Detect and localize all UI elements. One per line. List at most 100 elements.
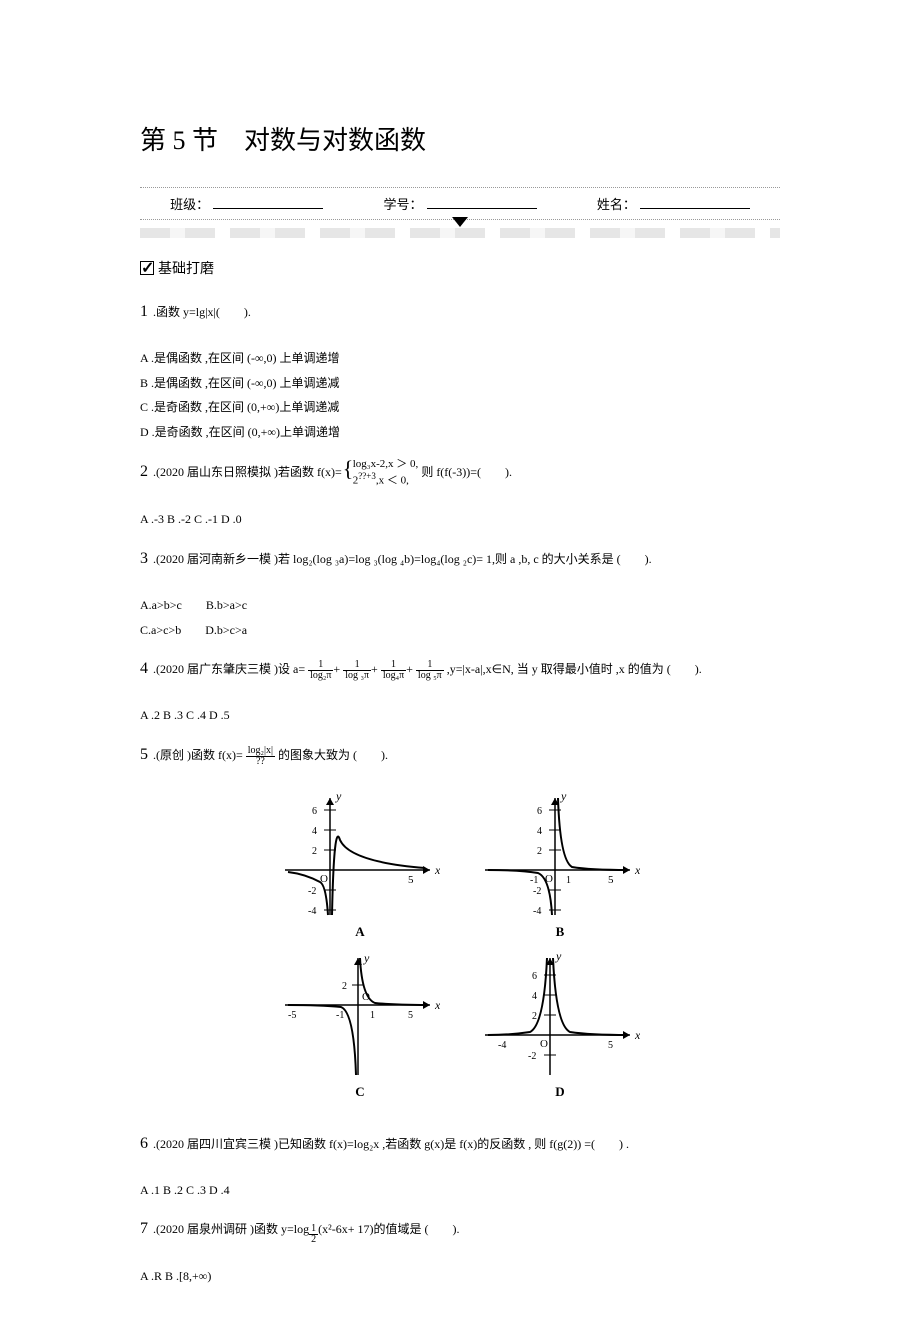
svg-text:-5: -5	[288, 1010, 296, 1021]
svg-text:5: 5	[608, 1040, 613, 1051]
name-label: 姓名：	[597, 194, 636, 213]
q3-options: A.a>b>c B.b>a>c C.a>c>b D.b>c>a	[140, 594, 780, 642]
graph-d-label: D	[480, 1084, 640, 1100]
question-6: 6 .(2020 届四川宜宾三模 )已知函数 f(x)=log₂x ,若函数 g…	[140, 1130, 780, 1159]
q4-mid: ,y=|x-a|,x∈N, 当 y 取得最小值时 ,x 的值为 ( ).	[447, 662, 702, 676]
svg-text:6: 6	[537, 806, 542, 817]
q4-number: 4	[140, 660, 148, 677]
q3-opt-d: D.b>c>a	[205, 623, 247, 637]
graph-b: x y O 5 -1 1 6 4 2 -2 -4	[480, 790, 640, 920]
q1-opt-b: B .是偶函数 ,在区间 (-∞,0) 上单调递减	[140, 372, 780, 395]
svg-text:O: O	[540, 1038, 548, 1050]
q4-frac4: 1log ₅π	[416, 660, 444, 681]
svg-text:y: y	[560, 790, 567, 803]
svg-text:2: 2	[342, 981, 347, 992]
svg-text:-2: -2	[533, 886, 541, 897]
svg-text:5: 5	[608, 874, 614, 886]
svg-text:-1: -1	[530, 875, 538, 886]
svg-text:x: x	[634, 1028, 640, 1042]
question-3: 3 .(2020 届河南新乡一模 )若 log₂(log ₃a)=log ₃(l…	[140, 545, 780, 574]
q6-options: A .1 B .2 C .3 D .4	[140, 1179, 780, 1202]
q5-frac: log₂|x|??	[246, 746, 275, 767]
q3-number: 3	[140, 550, 148, 567]
q3-opt-a: A.a>b>c	[140, 598, 182, 612]
question-1: 1 .函数 y=lg|x|( ).	[140, 298, 780, 327]
svg-text:1: 1	[370, 1010, 375, 1021]
svg-text:-4: -4	[533, 906, 541, 917]
decorative-bar	[140, 228, 780, 238]
q6-text: .(2020 届四川宜宾三模 )已知函数 f(x)=log₂x ,若函数 g(x…	[153, 1137, 629, 1151]
q2-prefix: .(2020 届山东日照模拟 )若函数 f(x)=	[153, 465, 342, 479]
graph-a-label: A	[280, 924, 440, 940]
q3-text: .(2020 届河南新乡一模 )若 log₂(log ₃a)=log ₃(log…	[153, 552, 652, 566]
graph-c-label: C	[280, 1084, 440, 1100]
q6-opts: A .1 B .2 C .3 D .4	[140, 1183, 230, 1197]
svg-text:2: 2	[532, 1011, 537, 1022]
svg-text:5: 5	[408, 874, 414, 886]
q2-piecewise: log₃x-2,x ＞ 0, 2??+3,x ＜ 0,	[345, 458, 419, 488]
section-heading: 基础打磨	[140, 258, 780, 278]
q1-opt-c: C .是奇函数 ,在区间 (0,+∞)上单调递减	[140, 396, 780, 419]
q3-opt-c: C.a>c>b	[140, 623, 181, 637]
svg-text:y: y	[363, 951, 370, 965]
number-label: 学号：	[383, 194, 422, 213]
class-field: 班级：	[170, 194, 323, 213]
svg-text:4: 4	[312, 826, 317, 837]
marker-icon	[452, 217, 468, 227]
graph-d: x y O -4 5 6 4 2 -2	[480, 950, 640, 1080]
q2-number: 2	[140, 463, 148, 480]
q4-frac2: 1log ₃π	[343, 660, 371, 681]
q7-opts: A .R B .[8,+∞)	[140, 1269, 211, 1283]
svg-text:6: 6	[312, 806, 317, 817]
q1-number: 1	[140, 303, 148, 320]
q5-suffix: 的图象大致为 ( ).	[278, 748, 388, 762]
section-label: 基础打磨	[158, 258, 214, 278]
q2-piece1: log₃x-2,x ＞ 0,	[353, 458, 419, 470]
student-info-bar: 班级： 学号： 姓名：	[140, 187, 780, 220]
checkbox-icon	[140, 261, 154, 275]
q2-piece2-exp: ??+3	[358, 471, 376, 481]
svg-text:2: 2	[312, 846, 317, 857]
q2-suffix: 则 f(f(-3))=( ).	[421, 465, 512, 479]
q4-opts: A .2 B .3 C .4 D .5	[140, 708, 230, 722]
class-label: 班级：	[170, 194, 209, 213]
graph-c: x y O -5 -1 1 5 2	[280, 950, 440, 1080]
q7-prefix: .(2020 届泉州调研 )函数 y=log	[153, 1222, 309, 1236]
question-5: 5 .(原创 )函数 f(x)= log₂|x|?? 的图象大致为 ( ).	[140, 741, 780, 770]
svg-text:-2: -2	[308, 886, 316, 897]
svg-text:1: 1	[566, 875, 571, 886]
question-4: 4 .(2020 届广东肇庆三模 )设 a= 1log₂π+ 1log ₃π+ …	[140, 655, 780, 684]
q2-opts: A .-3 B .-2 C .-1 D .0	[140, 512, 242, 526]
svg-text:y: y	[555, 950, 562, 963]
q3-row1: A.a>b>c B.b>a>c	[140, 594, 780, 617]
q7-sub: 12	[309, 1229, 318, 1239]
q1-options: A .是偶函数 ,在区间 (-∞,0) 上单调递增 B .是偶函数 ,在区间 (…	[140, 347, 780, 444]
graph-b-label: B	[480, 924, 640, 940]
svg-text:5: 5	[408, 1010, 413, 1021]
q1-opt-d: D .是奇函数 ,在区间 (0,+∞)上单调递增	[140, 421, 780, 444]
q5-number: 5	[140, 746, 148, 763]
page-title: 第 5 节 对数与对数函数	[140, 120, 780, 157]
svg-text:6: 6	[532, 971, 537, 982]
q1-text: .函数 y=lg|x|( ).	[153, 305, 251, 319]
question-7: 7 .(2020 届泉州调研 )函数 y=log12(x²-6x+ 17)的值域…	[140, 1215, 780, 1245]
q2-piece2-tail: ,x ＜ 0,	[376, 475, 409, 487]
q3-row2: C.a>c>b D.b>c>a	[140, 619, 780, 642]
q4-frac3: 1log₄π	[381, 660, 406, 681]
svg-text:-4: -4	[308, 906, 316, 917]
svg-text:2: 2	[537, 846, 542, 857]
q7-suffix: (x²-6x+ 17)的值域是 ( ).	[318, 1222, 459, 1236]
graph-a: x y O 5 6 4 2 -2 -4	[280, 790, 440, 920]
svg-text:4: 4	[537, 826, 542, 837]
number-field: 学号：	[383, 194, 536, 213]
q4-frac1: 1log₂π	[308, 660, 333, 681]
q4-options: A .2 B .3 C .4 D .5	[140, 704, 780, 727]
q3-opt-b: B.b>a>c	[206, 598, 247, 612]
question-2: 2 .(2020 届山东日照模拟 )若函数 f(x)= log₃x-2,x ＞ …	[140, 458, 780, 488]
svg-text:-1: -1	[336, 1010, 344, 1021]
svg-text:x: x	[634, 863, 640, 877]
svg-text:-4: -4	[498, 1040, 506, 1051]
q4-prefix: .(2020 届广东肇庆三模 )设 a=	[153, 662, 305, 676]
q2-options: A .-3 B .-2 C .-1 D .0	[140, 508, 780, 531]
q7-number: 7	[140, 1220, 148, 1237]
